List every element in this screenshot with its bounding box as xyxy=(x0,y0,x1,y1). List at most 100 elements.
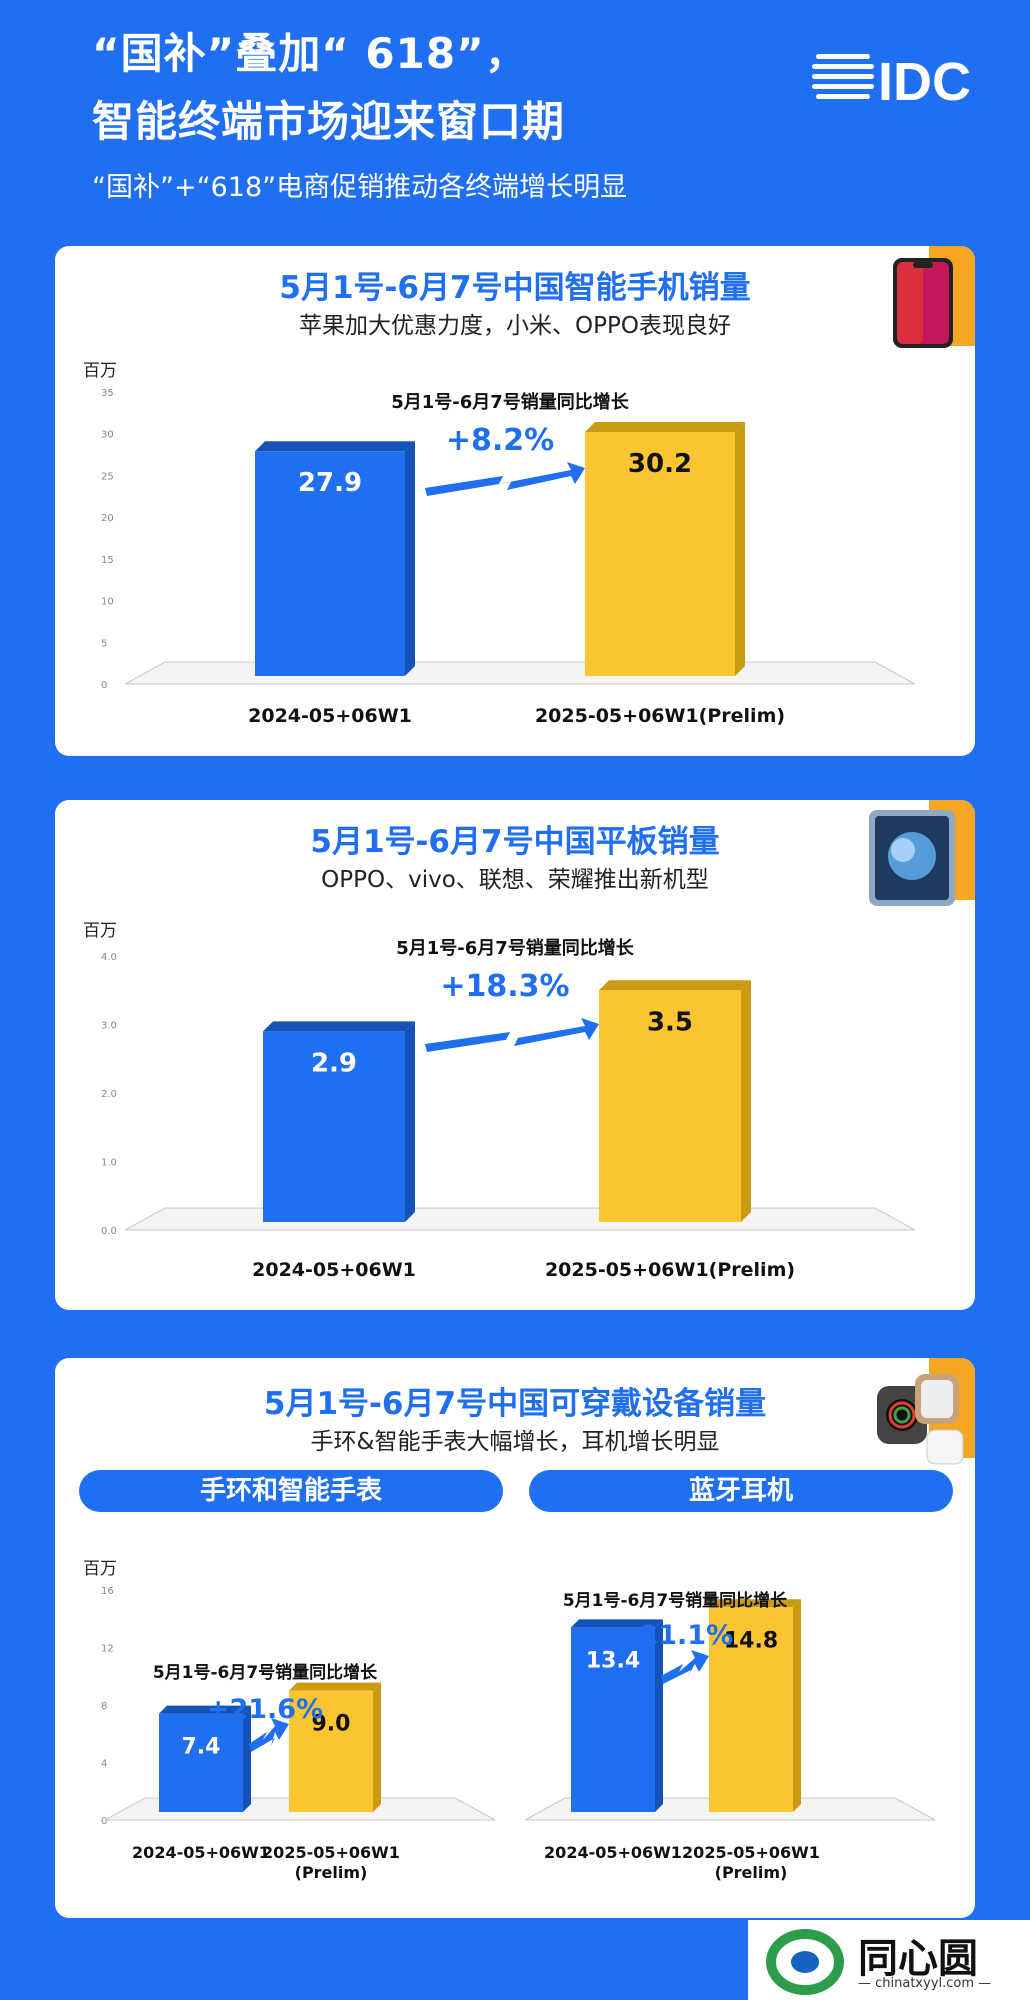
bar-top xyxy=(263,1021,415,1032)
title-line-2: 智能终端市场迎来窗口期 xyxy=(92,97,566,146)
idc-logo: IDC xyxy=(812,52,971,110)
x-category-label: 2024-05+06W1 xyxy=(252,1259,416,1281)
y-tick-label: 0 xyxy=(101,1816,107,1827)
y-tick-label: 3.0 xyxy=(101,1021,117,1032)
x-category-label: 2025-05+06W1(Prelim) xyxy=(682,1843,820,1882)
section-subtitle: 苹果加大优惠力度，小米、OPPO表现良好 xyxy=(299,313,731,339)
bar xyxy=(289,1690,373,1812)
bar-side xyxy=(735,422,745,676)
bar xyxy=(709,1607,793,1812)
bar-value-label: 27.9 xyxy=(298,468,362,498)
watermark-text: 同心圆 xyxy=(858,1935,978,1982)
bar xyxy=(571,1627,655,1812)
bar-value-label: 3.5 xyxy=(647,1007,693,1037)
x-category-label: 2025-05+06W1(Prelim) xyxy=(545,1259,795,1281)
y-tick-label: 4 xyxy=(101,1759,107,1770)
watermark-url: — chinatxyyl.com — xyxy=(858,1976,992,1991)
tablet-card: 5月1号-6月7号中国平板销量 OPPO、vivo、联想、荣耀推出新机型 百万 0… xyxy=(55,800,975,1310)
smartphone-card: 5月1号-6月7号中国智能手机销量 苹果加大优惠力度，小米、OPPO表现良好 百… xyxy=(55,246,975,756)
y-tick-label: 12 xyxy=(101,1644,114,1655)
tablet-icon xyxy=(869,810,955,906)
chart-floor xyxy=(124,661,916,685)
growth-arrow-icon xyxy=(249,1718,289,1752)
section-title: 5月1号-6月7号中国可穿戴设备销量 xyxy=(263,1386,767,1422)
y-tick-label: 5 xyxy=(101,638,107,649)
bar-value-label: 30.2 xyxy=(628,449,692,479)
page-subtitle: “国补”+“618”电商促销推动各终端增长明显 xyxy=(92,172,628,203)
y-tick-label: 30 xyxy=(101,430,114,441)
growth-value: +21.6% xyxy=(207,1694,323,1725)
tablet-chart: 百万 0.0 1.0 2.0 3.0 4.0 2.9 3.5 5月1号-6月7号销量同比增长 +1… xyxy=(83,921,916,1281)
x-category-label: 2024-05+06W1 xyxy=(132,1843,270,1862)
idc-logo-text: IDC xyxy=(878,52,971,110)
bar-top xyxy=(709,1599,801,1608)
bar-top xyxy=(585,422,745,433)
growth-value: +8.2% xyxy=(446,423,554,458)
bar xyxy=(263,1031,405,1222)
y-axis-label: 百万 xyxy=(83,921,117,941)
smartphone-chart: 百万 0 5 10 15 20 25 30 35 27.9 30.2 5月1号-6月7号销量同比增长 +… xyxy=(83,361,916,727)
bar xyxy=(585,432,735,676)
watermark-logo-icon xyxy=(766,1929,844,1995)
title-line-1: “国补”叠加“ 618”， xyxy=(92,29,528,78)
growth-label: 5月1号-6月7号销量同比增长 xyxy=(563,1590,788,1611)
y-axis-label: 百万 xyxy=(83,361,117,381)
bar-side xyxy=(243,1705,251,1812)
watermark: 同心圆 — chinatxyyl.com — xyxy=(748,1920,1030,2000)
earbuds-pill: 蓝牙耳机 xyxy=(529,1470,953,1512)
bar-value-label: 14.8 xyxy=(724,1628,778,1653)
growth-label: 5月1号-6月7号销量同比增长 xyxy=(396,937,635,959)
y-tick-label: 10 xyxy=(101,597,114,608)
bar-top xyxy=(255,441,415,452)
x-category-label: 2024-05+06W1 xyxy=(544,1843,682,1862)
growth-label: 5月1号-6月7号销量同比增长 xyxy=(153,1662,378,1683)
wearables-card: 5月1号-6月7号中国可穿戴设备销量 手环&智能手表大幅增长，耳机增长明显 手环… xyxy=(55,1358,975,1918)
bar xyxy=(599,990,741,1222)
bar-value-label: 7.4 xyxy=(182,1735,221,1760)
bar-top xyxy=(159,1705,251,1714)
bar-side xyxy=(405,441,415,676)
bar xyxy=(255,451,405,676)
bar-value-label: 2.9 xyxy=(311,1048,357,1078)
bar-side xyxy=(655,1619,663,1812)
y-tick-label: 20 xyxy=(101,513,114,524)
growth-label: 5月1号-6月7号销量同比增长 xyxy=(391,391,630,413)
wearables-chart: 百万 0 4 8 12 16 7.4 9.0 5月1号-6月7号销量同比增长 +21.6% 2024… xyxy=(83,1559,496,1882)
bar xyxy=(159,1713,243,1812)
growth-arrow-icon xyxy=(425,1018,599,1052)
bar-value-label: 9.0 xyxy=(312,1712,351,1737)
growth-arrow-icon xyxy=(661,1650,709,1684)
bar-side xyxy=(373,1682,381,1812)
x-category-label: 2025-05+06W1(Prelim) xyxy=(262,1843,400,1882)
y-tick-label: 35 xyxy=(101,388,114,399)
y-tick-label: 15 xyxy=(101,555,114,566)
section-subtitle: OPPO、vivo、联想、荣耀推出新机型 xyxy=(321,867,709,893)
chart-floor xyxy=(124,1207,916,1231)
growth-value: +11.1% xyxy=(617,1620,733,1651)
bar-side xyxy=(741,980,751,1222)
bar-top xyxy=(571,1619,663,1628)
smartphone-icon xyxy=(893,258,953,348)
x-category-label: 2025-05+06W1(Prelim) xyxy=(535,705,785,727)
bar-value-label: 13.4 xyxy=(586,1648,640,1673)
y-axis-label: 百万 xyxy=(83,1559,117,1579)
y-tick-label: 0 xyxy=(101,680,107,691)
y-tick-label: 25 xyxy=(101,471,114,482)
y-tick-label: 2.0 xyxy=(101,1089,117,1100)
bar-top xyxy=(289,1682,381,1691)
bar-top xyxy=(599,980,751,991)
earbuds-chart: 13.4 14.8 5月1号-6月7号销量同比增长 +11.1% 2024-05+06W… xyxy=(524,1590,936,1882)
y-tick-label: 8 xyxy=(101,1701,107,1712)
y-tick-label: 0.0 xyxy=(101,1226,117,1237)
x-category-label: 2024-05+06W1 xyxy=(248,705,412,727)
y-tick-label: 16 xyxy=(101,1586,114,1597)
bar-side xyxy=(405,1021,415,1222)
y-tick-label: 4.0 xyxy=(101,952,117,963)
section-subtitle: 手环&智能手表大幅增长，耳机增长明显 xyxy=(310,1429,720,1455)
y-tick-label: 1.0 xyxy=(101,1158,117,1169)
wearables-pill: 手环和智能手表 xyxy=(79,1470,503,1512)
growth-value: +18.3% xyxy=(440,969,569,1004)
smartwatch-icon xyxy=(877,1374,964,1465)
section-title: 5月1号-6月7号中国平板销量 xyxy=(310,824,720,860)
section-title: 5月1号-6月7号中国智能手机销量 xyxy=(279,270,751,306)
